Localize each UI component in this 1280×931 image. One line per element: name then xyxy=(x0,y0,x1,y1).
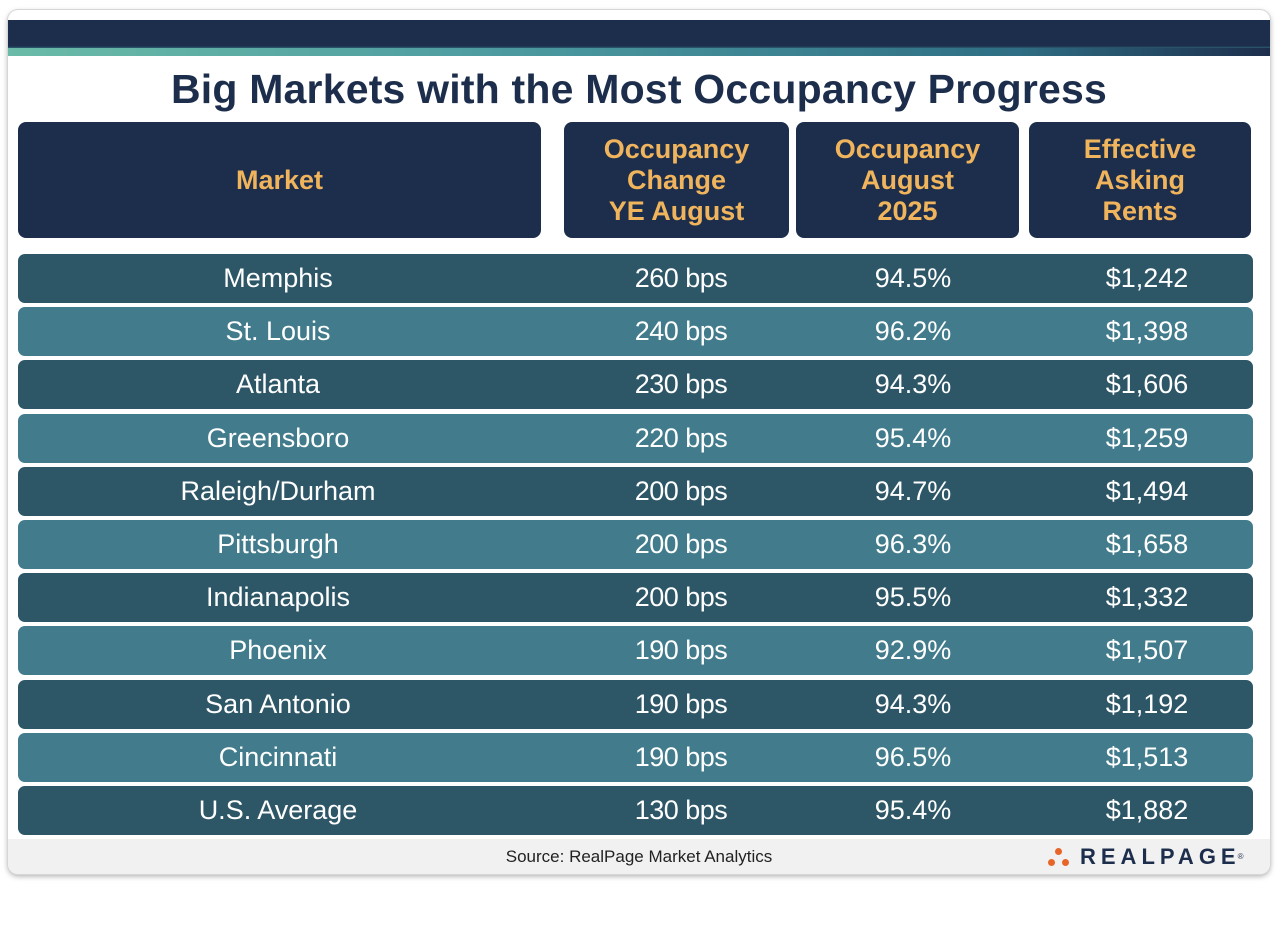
source-note: Source: RealPage Market Analytics xyxy=(505,847,773,866)
header-occupancy-change: Occupancy Change YE August xyxy=(564,122,789,238)
market-cell: Raleigh/Durham xyxy=(180,476,376,506)
rent-cell: $1,398 xyxy=(1105,316,1189,346)
header-rents-line-2: Asking xyxy=(1094,164,1186,195)
rent-cell: $1,192 xyxy=(1105,689,1189,719)
market-cell: Phoenix xyxy=(229,635,327,665)
occupancy-cell: 92.9% xyxy=(874,635,952,665)
realpage-dots-icon xyxy=(1046,846,1072,868)
header-occupancy-line-3: 2025 xyxy=(877,195,938,226)
table-row: Memphis 260 bps 94.5% $1,242 xyxy=(18,254,1253,303)
header-rents-line-3: Rents xyxy=(1102,195,1178,226)
table-row: St. Louis 240 bps 96.2% $1,398 xyxy=(18,307,1253,356)
occupancy-change-cell: 190 bps xyxy=(634,689,728,719)
occupancy-cell: 94.5% xyxy=(874,263,952,293)
occupancy-cell: 95.4% xyxy=(874,423,952,453)
occupancy-cell: 96.3% xyxy=(874,529,952,559)
occupancy-cell: 95.5% xyxy=(874,582,952,612)
market-cell: St. Louis xyxy=(225,316,331,346)
occupancy-change-cell: 200 bps xyxy=(634,582,728,612)
occupancy-change-cell: 200 bps xyxy=(634,476,728,506)
rent-cell: $1,494 xyxy=(1105,476,1189,506)
header-market: Market xyxy=(18,122,541,238)
table-row: Atlanta 230 bps 94.3% $1,606 xyxy=(18,360,1253,409)
realpage-logo: REALPAGE ® xyxy=(1046,839,1244,874)
occupancy-change-cell: 190 bps xyxy=(634,635,728,665)
table-row: Greensboro 220 bps 95.4% $1,259 xyxy=(18,414,1253,463)
logo-trademark: ® xyxy=(1237,852,1244,861)
table-row: San Antonio 190 bps 94.3% $1,192 xyxy=(18,680,1253,729)
occupancy-cell: 96.5% xyxy=(874,742,952,772)
occupancy-cell: 94.7% xyxy=(874,476,952,506)
rent-cell: $1,242 xyxy=(1105,263,1189,293)
header-occupancy-change-line-1: Occupancy xyxy=(603,133,750,164)
header-occupancy-line-1: Occupancy xyxy=(834,133,981,164)
occupancy-change-cell: 200 bps xyxy=(634,529,728,559)
rent-cell: $1,332 xyxy=(1105,582,1189,612)
occupancy-change-cell: 260 bps xyxy=(634,263,728,293)
table-card: Big Markets with the Most Occupancy Prog… xyxy=(8,10,1270,874)
market-cell: U.S. Average xyxy=(198,795,358,825)
top-banner xyxy=(8,20,1270,56)
table-row: Pittsburgh 200 bps 96.3% $1,658 xyxy=(18,520,1253,569)
market-cell: Atlanta xyxy=(235,369,321,399)
header-occupancy: Occupancy August 2025 xyxy=(796,122,1019,238)
occupancy-cell: 94.3% xyxy=(874,689,952,719)
rent-cell: $1,507 xyxy=(1105,635,1189,665)
market-cell: Memphis xyxy=(223,263,333,293)
logo-text: REALPAGE xyxy=(1080,843,1241,869)
table-row: Indianapolis 200 bps 95.5% $1,332 xyxy=(18,573,1253,622)
occupancy-change-cell: 130 bps xyxy=(634,795,728,825)
rent-cell: $1,882 xyxy=(1105,795,1189,825)
header-occupancy-line-2: August xyxy=(861,164,954,195)
rent-cell: $1,513 xyxy=(1105,742,1189,772)
header-occupancy-change-line-2: Change xyxy=(626,164,726,195)
table-row: Cincinnati 190 bps 96.5% $1,513 xyxy=(18,733,1253,782)
market-cell: Cincinnati xyxy=(218,742,338,772)
header-occupancy-change-line-3: YE August xyxy=(608,195,745,226)
market-cell: San Antonio xyxy=(205,689,351,719)
table-row: Raleigh/Durham 200 bps 94.7% $1,494 xyxy=(18,467,1253,516)
rent-cell: $1,259 xyxy=(1105,423,1189,453)
chart-title: Big Markets with the Most Occupancy Prog… xyxy=(170,66,1108,112)
occupancy-cell: 94.3% xyxy=(874,369,952,399)
table-row: U.S. Average 130 bps 95.4% $1,882 xyxy=(18,786,1253,835)
market-cell: Indianapolis xyxy=(205,582,351,612)
header-rents-line-1: Effective xyxy=(1083,133,1197,164)
market-cell: Pittsburgh xyxy=(217,529,339,559)
rent-cell: $1,606 xyxy=(1105,369,1189,399)
header-market-label: Market xyxy=(235,164,324,195)
occupancy-cell: 96.2% xyxy=(874,316,952,346)
occupancy-change-cell: 230 bps xyxy=(634,369,728,399)
header-rents: Effective Asking Rents xyxy=(1029,122,1251,238)
occupancy-change-cell: 220 bps xyxy=(634,423,728,453)
table-row: Phoenix 190 bps 92.9% $1,507 xyxy=(18,626,1253,675)
footer: Source: RealPage Market Analytics REALPA… xyxy=(8,839,1270,874)
occupancy-change-cell: 190 bps xyxy=(634,742,728,772)
rent-cell: $1,658 xyxy=(1105,529,1189,559)
occupancy-change-cell: 240 bps xyxy=(634,316,728,346)
market-cell: Greensboro xyxy=(206,423,350,453)
occupancy-cell: 95.4% xyxy=(874,795,952,825)
